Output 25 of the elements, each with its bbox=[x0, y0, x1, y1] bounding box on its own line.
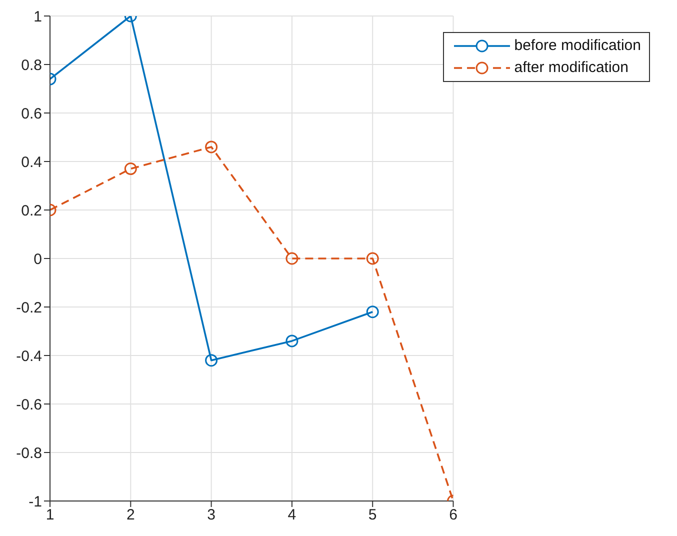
y-tick-label: -0.8 bbox=[16, 444, 42, 462]
x-tick-label: 3 bbox=[207, 506, 216, 524]
x-tick-label: 6 bbox=[449, 506, 458, 524]
y-tick-label: 0 bbox=[34, 250, 42, 268]
y-tick-label: 0.4 bbox=[21, 154, 42, 171]
y-tick-label: 0.6 bbox=[21, 105, 42, 122]
y-tick-label: -0.4 bbox=[16, 348, 42, 365]
x-tick-label: 2 bbox=[126, 506, 135, 524]
y-tick-label: -0.6 bbox=[16, 396, 42, 414]
y-tick-label: -0.2 bbox=[16, 299, 42, 316]
x-tick-label: 4 bbox=[288, 506, 296, 524]
x-tick-label: 5 bbox=[368, 506, 377, 524]
point bbox=[366, 252, 379, 265]
point bbox=[286, 334, 298, 348]
y-tick-label: 0.8 bbox=[21, 56, 42, 74]
y-tick-label: 1 bbox=[34, 8, 42, 26]
point bbox=[286, 252, 298, 265]
legend-label: before modification bbox=[514, 36, 641, 56]
y-tick-label: 0.2 bbox=[21, 202, 42, 220]
point bbox=[205, 140, 218, 154]
y-tick-label: -1 bbox=[28, 493, 42, 510]
legend-label: after modification bbox=[514, 58, 628, 78]
point bbox=[205, 354, 218, 367]
x-tick-label: 1 bbox=[46, 506, 54, 524]
point bbox=[366, 306, 379, 318]
